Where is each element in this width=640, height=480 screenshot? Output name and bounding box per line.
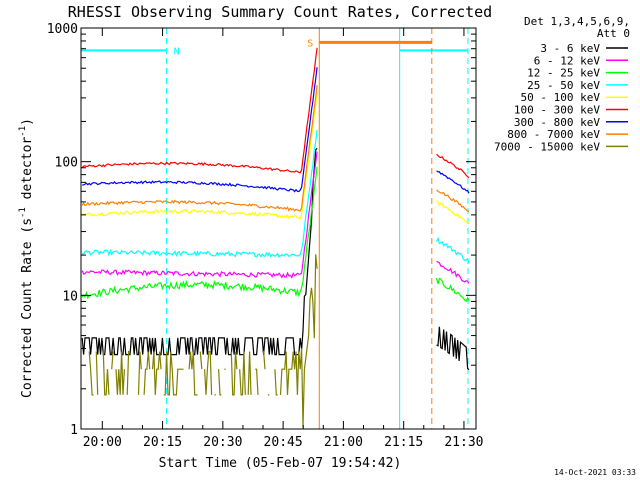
y-axis-title-sup1: -1 <box>18 207 28 218</box>
y-tick-label: 1 <box>70 423 78 438</box>
series-line-5 <box>81 47 470 179</box>
y-axis-title-sup2: -1 <box>18 126 28 137</box>
svg-text:Corrected Count Rate (s-1 dete: Corrected Count Rate (s-1 detector-1) <box>18 118 35 398</box>
legend-label: 7000 - 15000 keV <box>494 140 600 153</box>
x-axis-title: Start Time (05-Feb-07 19:54:42) <box>159 456 402 471</box>
legend-label: 12 - 25 keV <box>527 67 600 80</box>
legend-label: 6 - 12 keV <box>534 54 601 67</box>
series-line-1 <box>81 151 470 284</box>
legend-header-line-1: Det 1,3,4,5,6,9, <box>524 15 630 28</box>
y-axis-title-mid: detector <box>20 137 35 208</box>
x-tick-label: 20:45 <box>264 435 303 450</box>
legend-label: 800 - 7000 keV <box>507 128 600 141</box>
y-tick-label: 100 <box>55 156 78 171</box>
x-tick-label: 20:00 <box>83 435 122 450</box>
legend-label: 3 - 6 keV <box>540 42 600 55</box>
series-line-7 <box>81 84 470 212</box>
legend-label: 25 - 50 keV <box>527 79 600 92</box>
y-tick-label: 10 <box>62 289 78 304</box>
plot-frame <box>80 27 477 430</box>
chart-title: RHESSI Observing Summary Count Rates, Co… <box>68 3 492 21</box>
series-line-8 <box>88 254 318 428</box>
x-tick-label: 20:15 <box>143 435 182 450</box>
series-layer <box>81 47 470 428</box>
axes-layer: 20:00 20:15 20:30 20:45 21:00 21:15 21:30 1000 1… <box>47 22 484 450</box>
legend-label: 300 - 800 keV <box>514 116 600 129</box>
y-tick-label: 1000 <box>47 22 78 37</box>
x-tick-label: 21:15 <box>384 435 423 450</box>
saa-label: S <box>307 38 313 49</box>
series-line-6 <box>82 67 470 194</box>
series-line-2 <box>81 166 470 303</box>
x-tick-label: 21:30 <box>444 435 483 450</box>
night-label: N <box>174 46 180 57</box>
series-line-0 <box>81 147 470 371</box>
legend-label: 100 - 300 keV <box>514 104 600 117</box>
series-line-3 <box>81 129 470 264</box>
legend-header-line-2: Att 0 <box>597 27 630 40</box>
plot-timestamp: 14-Oct-2021 03:33 <box>554 468 636 477</box>
y-axis-title: Corrected Count Rate (s-1 detector-1) <box>18 118 35 398</box>
y-axis-title-end: ) <box>20 118 35 126</box>
x-tick-label: 20:30 <box>203 435 242 450</box>
legend-label: 50 - 100 keV <box>521 91 601 104</box>
x-tick-label: 21:00 <box>324 435 363 450</box>
series-line-4 <box>81 91 470 225</box>
y-axis-title-main: Corrected Count Rate (s <box>20 218 35 398</box>
